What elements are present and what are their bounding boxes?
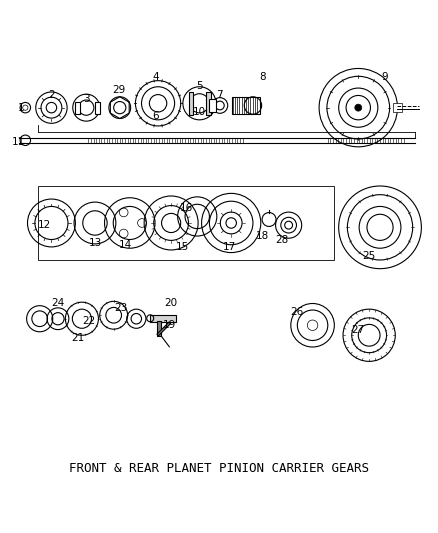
Text: 28: 28 <box>276 236 289 245</box>
Text: 9: 9 <box>381 72 388 82</box>
Text: FRONT & REAR PLANET PINION CARRIER GEARS: FRONT & REAR PLANET PINION CARRIER GEARS <box>69 463 369 475</box>
Text: 29: 29 <box>112 85 126 95</box>
Bar <box>206 92 211 115</box>
Bar <box>188 92 193 115</box>
Circle shape <box>307 320 318 330</box>
Text: 18: 18 <box>256 231 269 241</box>
Text: 22: 22 <box>82 316 95 326</box>
Text: 17: 17 <box>223 242 237 252</box>
Bar <box>232 97 260 114</box>
Bar <box>150 315 177 322</box>
Bar <box>39 186 334 260</box>
Text: 27: 27 <box>352 325 365 335</box>
Text: 7: 7 <box>215 90 223 100</box>
Text: 25: 25 <box>363 251 376 261</box>
Circle shape <box>355 104 362 111</box>
Text: 26: 26 <box>291 307 304 317</box>
Text: 10: 10 <box>193 107 206 117</box>
Text: 6: 6 <box>152 111 159 122</box>
Text: 16: 16 <box>180 203 193 213</box>
Text: 12: 12 <box>38 220 52 230</box>
Text: 21: 21 <box>71 333 84 343</box>
Text: 15: 15 <box>175 242 189 252</box>
Bar <box>157 322 171 336</box>
Text: 4: 4 <box>152 72 159 82</box>
Text: 1: 1 <box>18 103 24 112</box>
Text: 23: 23 <box>114 303 128 313</box>
Text: 2: 2 <box>48 90 55 100</box>
Bar <box>74 102 80 114</box>
Text: 24: 24 <box>51 298 64 309</box>
Bar <box>95 102 100 114</box>
Text: 20: 20 <box>165 298 178 309</box>
Text: 13: 13 <box>88 238 102 247</box>
Text: 11: 11 <box>12 138 25 148</box>
Text: 19: 19 <box>162 320 176 330</box>
Text: 3: 3 <box>83 94 89 104</box>
Text: 5: 5 <box>196 81 203 91</box>
Text: 8: 8 <box>259 72 266 82</box>
Bar <box>393 103 402 112</box>
Bar <box>209 99 216 111</box>
Text: 14: 14 <box>119 240 132 250</box>
Bar <box>157 321 161 336</box>
